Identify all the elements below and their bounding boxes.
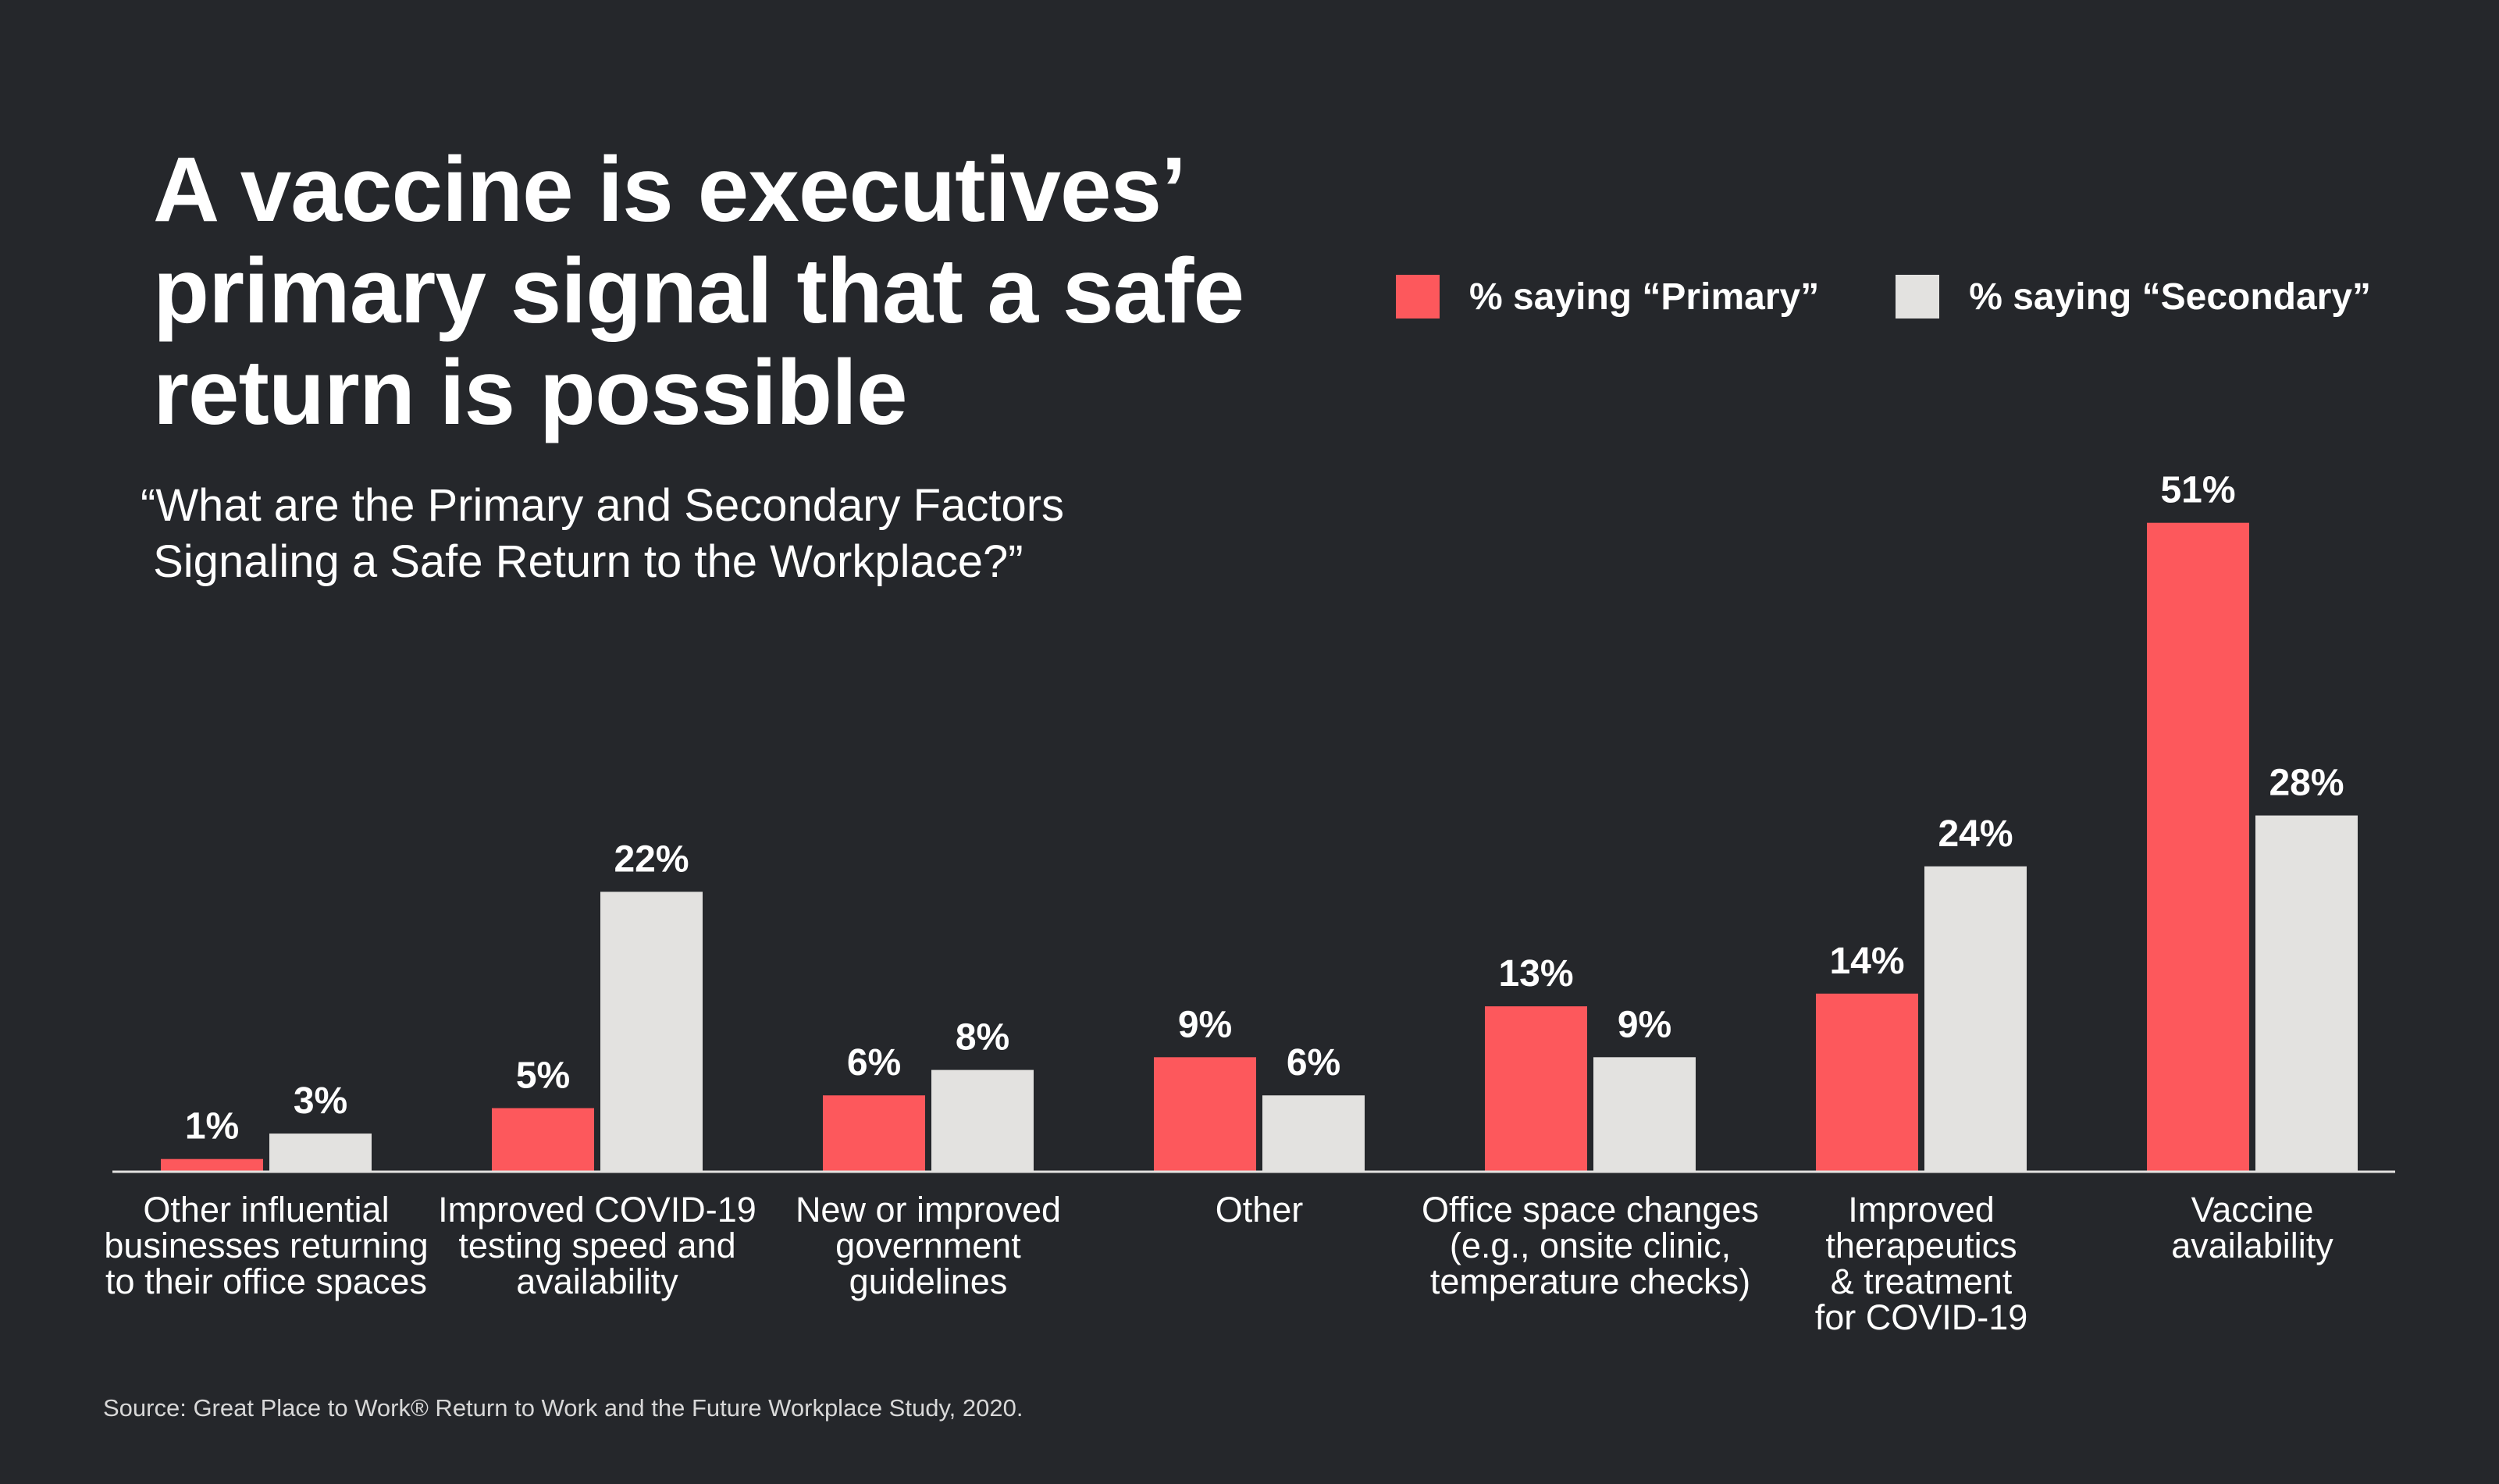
category-label: Office space changes [1422, 1190, 1759, 1230]
bar-secondary [931, 1069, 1034, 1172]
bar-secondary [1924, 866, 2027, 1172]
data-label: 5% [516, 1055, 570, 1097]
category-label: to their office spaces [105, 1262, 427, 1301]
category-label: Other [1216, 1190, 1304, 1230]
legend-item-primary: % saying “Primary” [1396, 275, 1819, 319]
category-label: for COVID-19 [1815, 1297, 2028, 1337]
chart-title: A vaccine is executives’ primary signal … [153, 139, 1324, 443]
data-label: 9% [1618, 1004, 1671, 1045]
data-label: 8% [956, 1017, 1009, 1059]
data-label: 24% [1938, 813, 2013, 855]
category-label: availability [516, 1262, 678, 1301]
title-line: primary signal that a safe [153, 240, 1244, 343]
bar-primary [1485, 1006, 1587, 1172]
legend-item-secondary: % saying “Secondary” [1896, 275, 2371, 319]
data-label: 6% [1287, 1042, 1340, 1084]
legend-label-primary: % saying “Primary” [1469, 276, 1820, 318]
title-line: A vaccine is executives’ [153, 138, 1187, 241]
chart-subtitle: “What are the Primary and Secondary Fact… [141, 478, 1312, 590]
title-line: return is possible [153, 341, 908, 444]
bar-secondary [1593, 1057, 1696, 1172]
category-label: testing speed and [458, 1226, 735, 1265]
data-label: 6% [847, 1042, 901, 1084]
bar-primary [1154, 1057, 1256, 1172]
category-label: therapeutics [1825, 1226, 2017, 1265]
category-label: Other influential [143, 1190, 389, 1230]
data-label: 28% [2269, 763, 2344, 804]
subtitle-line: “What are the Primary and Secondary Fact… [141, 480, 1065, 531]
data-label: 14% [1829, 941, 1904, 982]
data-label: 51% [2160, 470, 2235, 511]
bar-primary [492, 1108, 594, 1172]
category-label: guidelines [849, 1262, 1008, 1301]
category-label: Improved [1848, 1190, 1995, 1230]
category-label: Improved COVID-19 [438, 1190, 756, 1230]
data-label: 9% [1178, 1004, 1232, 1045]
legend-label-secondary: % saying “Secondary” [1969, 276, 2372, 318]
legend-swatch-primary [1396, 275, 1440, 319]
category-label: government [835, 1226, 1021, 1265]
category-label: Vaccine [2191, 1190, 2314, 1230]
legend-swatch-secondary [1896, 275, 1940, 319]
bar-secondary [269, 1133, 372, 1172]
data-label: 13% [1498, 953, 1573, 995]
bar-secondary [2255, 815, 2358, 1172]
category-label: temperature checks) [1430, 1262, 1750, 1301]
bar-secondary [1262, 1095, 1365, 1172]
subtitle-line: Signaling a Safe Return to the Workplace… [141, 536, 1023, 587]
bar-primary [1816, 993, 1918, 1172]
bar-primary [823, 1095, 925, 1172]
category-label: & treatment [1831, 1262, 2013, 1301]
category-label: New or improved [796, 1190, 1061, 1230]
category-label: availability [2171, 1226, 2333, 1265]
source-note: Source: Great Place to Work® Return to W… [103, 1394, 1023, 1422]
data-label: 22% [614, 838, 689, 880]
data-label: 1% [185, 1106, 239, 1148]
bar-primary [2147, 522, 2249, 1172]
chart-legend: % saying “Primary” % saying “Secondary” [1396, 275, 2447, 319]
category-label: businesses returning [104, 1226, 428, 1265]
bar-secondary [600, 891, 703, 1172]
bar-primary [161, 1158, 263, 1172]
category-label: (e.g., onsite clinic, [1450, 1226, 1731, 1265]
data-label: 3% [294, 1080, 347, 1122]
